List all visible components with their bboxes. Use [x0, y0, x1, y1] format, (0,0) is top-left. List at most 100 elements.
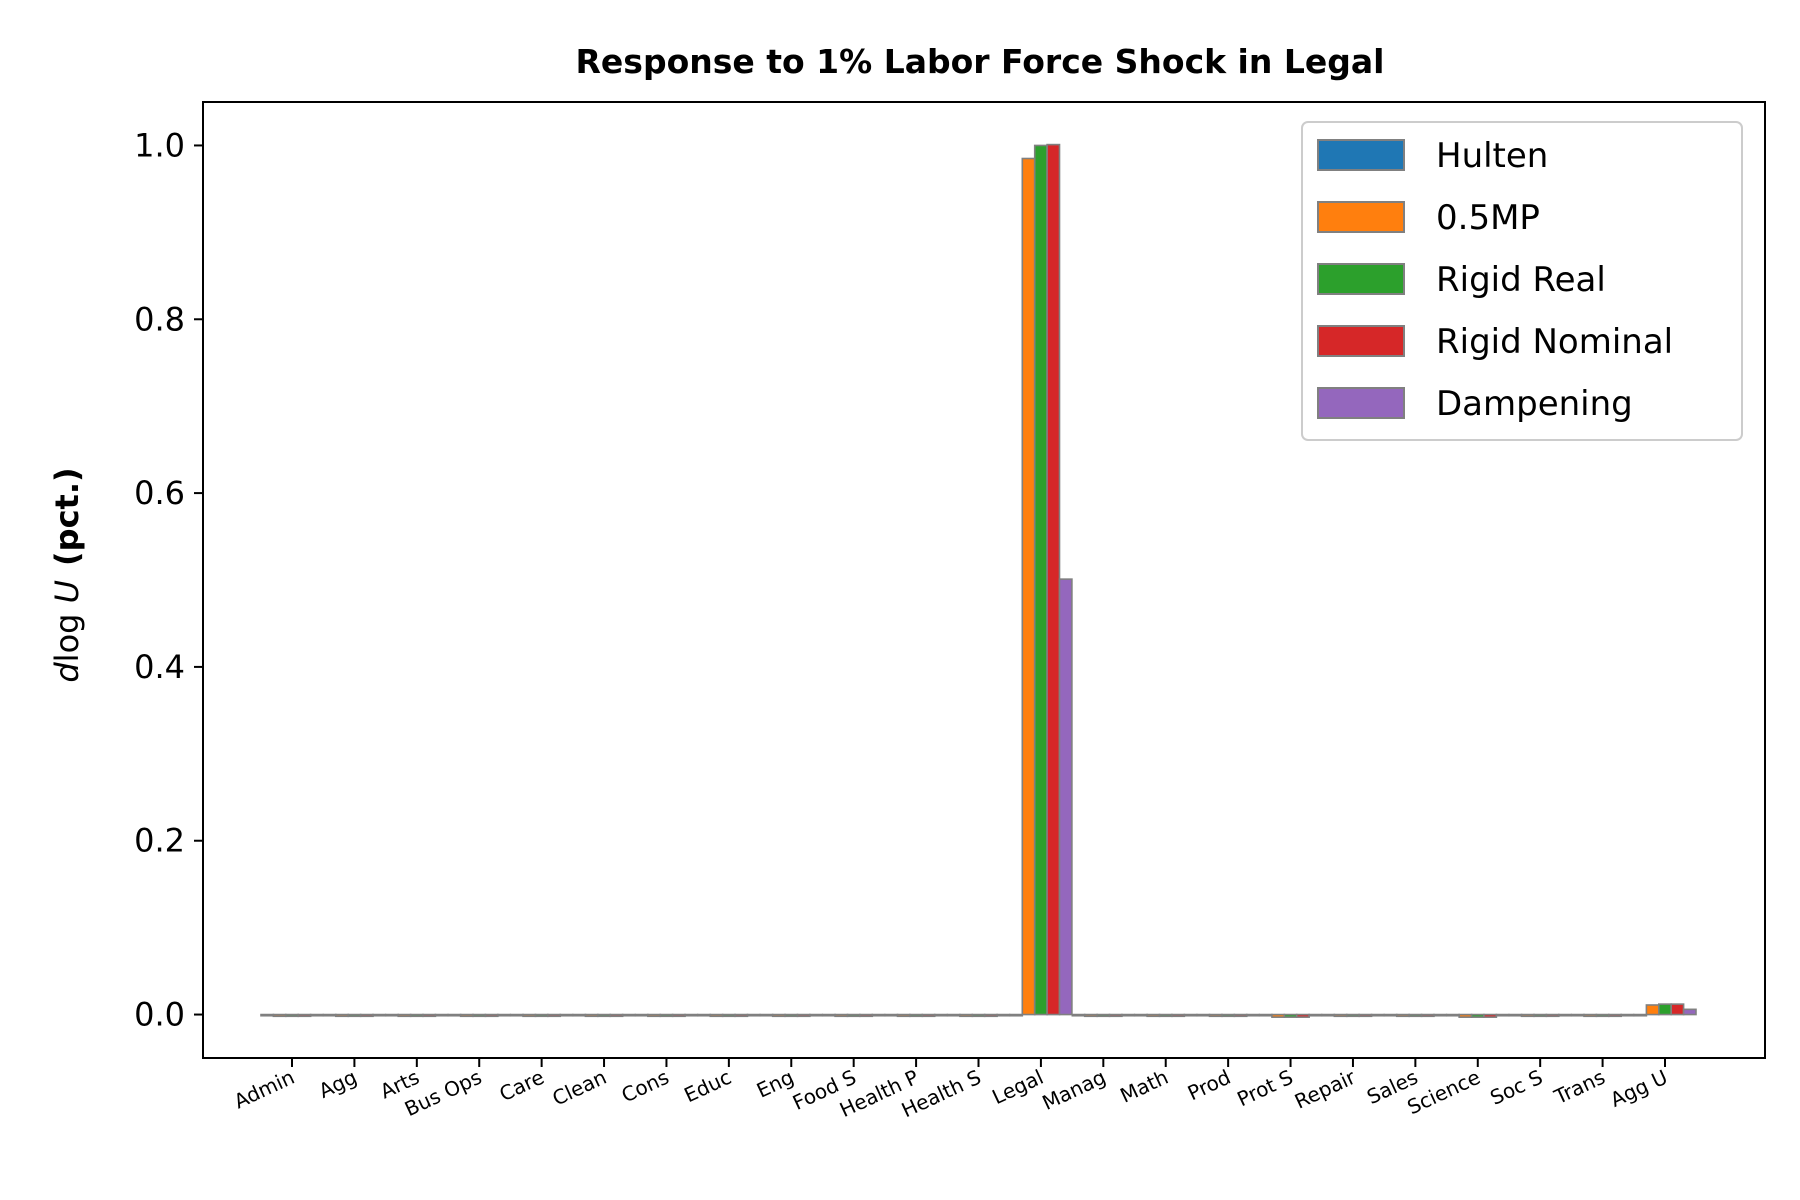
- bar: [1682, 1008, 1697, 1016]
- bar: [1108, 1013, 1123, 1018]
- bar: [659, 1013, 674, 1018]
- bar: [1583, 1013, 1598, 1018]
- y-tick-label: 0.0: [134, 996, 185, 1034]
- bar: [959, 1013, 974, 1018]
- legend-swatch: [1317, 387, 1405, 419]
- legend-swatch: [1317, 139, 1405, 171]
- legend-label: 0.5MP: [1436, 198, 1540, 238]
- bar: [1171, 1013, 1186, 1018]
- bar: [1033, 144, 1048, 1016]
- bar: [1258, 1013, 1273, 1017]
- y-tick-label: 0.2: [134, 822, 185, 860]
- bar: [347, 1013, 362, 1018]
- bar: [1146, 1013, 1161, 1018]
- bar: [1283, 1013, 1298, 1018]
- bar: [609, 1013, 624, 1018]
- bar: [1196, 1013, 1211, 1017]
- bar: [1495, 1013, 1510, 1017]
- bar: [1121, 1013, 1136, 1017]
- x-tick-label: Math: [1116, 1065, 1171, 1108]
- bar: [534, 1013, 549, 1018]
- bar: [322, 1013, 337, 1017]
- bar: [671, 1013, 686, 1018]
- legend-swatch: [1317, 263, 1405, 295]
- bar: [572, 1013, 587, 1017]
- x-tick-label: Care: [496, 1065, 548, 1106]
- bar: [1021, 157, 1036, 1016]
- bar: [522, 1013, 537, 1018]
- bar: [559, 1013, 574, 1017]
- bar: [771, 1013, 786, 1018]
- bar: [647, 1013, 662, 1018]
- bar: [946, 1013, 961, 1017]
- legend-label: Hulten: [1436, 136, 1548, 176]
- bar: [1370, 1013, 1385, 1017]
- bar: [1607, 1013, 1622, 1018]
- bar: [1408, 1013, 1423, 1018]
- y-axis-label: dlog U (pct.): [48, 467, 86, 682]
- bar: [284, 1013, 299, 1018]
- bar: [933, 1013, 948, 1017]
- x-tick-label: Science: [1403, 1065, 1483, 1120]
- bar: [1321, 1013, 1336, 1017]
- x-tick-label: Manag: [1038, 1065, 1109, 1115]
- bar: [821, 1013, 836, 1017]
- x-tick-label: Agg U: [1607, 1065, 1672, 1112]
- bar: [1221, 1013, 1236, 1018]
- bar: [1633, 1013, 1648, 1017]
- bar: [921, 1013, 936, 1018]
- bar: [1271, 1013, 1286, 1018]
- plot-frame: [202, 101, 1766, 1059]
- legend-swatch: [1317, 325, 1405, 357]
- y-axis-label-math: d: [48, 662, 86, 683]
- bar: [397, 1013, 412, 1018]
- bar: [272, 1013, 287, 1018]
- bar: [1395, 1013, 1410, 1018]
- bar: [709, 1013, 724, 1018]
- bar: [1083, 1013, 1098, 1018]
- bar: [859, 1013, 874, 1018]
- bar: [1208, 1013, 1223, 1018]
- bar: [1620, 1013, 1635, 1017]
- bar: [1295, 1013, 1310, 1018]
- bar: [1009, 1013, 1024, 1017]
- bar: [472, 1013, 487, 1018]
- x-tick-label: Trans: [1550, 1065, 1609, 1110]
- bar: [1096, 1013, 1111, 1018]
- bar: [1383, 1013, 1398, 1017]
- bar: [1658, 1003, 1673, 1016]
- bar: [621, 1013, 636, 1017]
- bar: [547, 1013, 562, 1018]
- bar: [1071, 1013, 1086, 1017]
- svg-text:dlog U(pct.): dlog U (pct.): [48, 467, 86, 682]
- series-dampening: [309, 578, 1697, 1017]
- bar: [1358, 1013, 1373, 1018]
- x-tick-label: Repair: [1291, 1064, 1360, 1113]
- legend-label: Dampening: [1436, 384, 1633, 424]
- bar: [796, 1013, 811, 1018]
- bar: [1570, 1013, 1585, 1017]
- bar: [909, 1013, 924, 1018]
- bar: [1308, 1013, 1323, 1017]
- bar: [459, 1013, 474, 1018]
- bar: [1645, 1004, 1660, 1016]
- bar: [372, 1013, 387, 1017]
- bar: [1058, 578, 1073, 1016]
- x-tick-label: Educ: [680, 1065, 735, 1107]
- bar: [1520, 1013, 1535, 1018]
- x-tick-label: Clean: [549, 1065, 611, 1111]
- bar: [871, 1013, 886, 1017]
- bar: [1133, 1013, 1148, 1017]
- bar: [260, 1013, 275, 1017]
- bar: [1183, 1013, 1198, 1017]
- bar: [309, 1013, 324, 1017]
- bar: [597, 1013, 612, 1018]
- bar: [971, 1013, 986, 1018]
- bar: [1345, 1013, 1360, 1018]
- bar: [1483, 1013, 1498, 1018]
- x-tick-label: Agg: [315, 1065, 361, 1103]
- bar: [746, 1013, 761, 1017]
- bar: [1670, 1003, 1685, 1016]
